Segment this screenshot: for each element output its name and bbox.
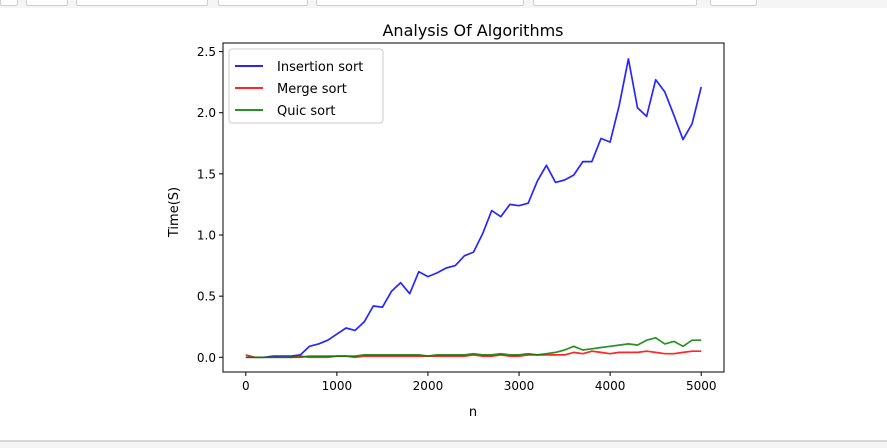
toolbar-button[interactable] <box>26 0 68 6</box>
toolbar-button[interactable] <box>710 0 757 6</box>
legend-label: Quic sort <box>277 104 336 119</box>
x-tick-label: 0 <box>242 379 250 393</box>
legend-box <box>228 48 384 124</box>
y-tick-label: 0.0 <box>197 351 216 365</box>
toolbar-button[interactable] <box>0 0 18 6</box>
legend-label: Insertion sort <box>277 60 363 75</box>
toolbar-button-group[interactable] <box>76 0 208 6</box>
toolbar-select[interactable] <box>533 0 697 6</box>
series-line-merge-sort <box>245 350 702 359</box>
axis-ticks: 0 1000 2000 3000 4000 5000 0.0 0.5 1.0 1.5 2.0 2.5 <box>197 45 717 393</box>
x-tick-label: 3000 <box>504 379 535 393</box>
output-bottom-border <box>0 440 887 442</box>
notebook-output-area: Analysis Of Algorithms n Time(S) 0 1000 20… <box>0 8 887 440</box>
toolbar-button-group[interactable] <box>316 0 524 6</box>
y-tick-label: 2.0 <box>197 106 216 120</box>
legend-label: Merge sort <box>277 82 347 97</box>
y-tick-label: 2.5 <box>197 45 216 59</box>
x-tick-label: 5000 <box>686 379 717 393</box>
series-line-quic-sort <box>245 336 702 359</box>
series-line-insertion-sort <box>245 58 703 359</box>
plot-frame <box>222 42 725 373</box>
toolbar-button-group[interactable] <box>218 0 308 6</box>
series-lines <box>245 58 703 359</box>
y-tick-label: 1.0 <box>197 229 216 243</box>
y-axis-label: Time(S) <box>167 187 182 238</box>
x-axis-label: n <box>469 405 477 420</box>
y-tick-label: 1.5 <box>197 167 216 181</box>
legend: Insertion sort Merge sort Quic sort <box>228 48 384 124</box>
x-tick-label: 4000 <box>595 379 626 393</box>
bottom-strip <box>0 442 887 448</box>
notebook-toolbar-strip <box>0 0 887 8</box>
y-tick-label: 0.5 <box>197 290 216 304</box>
x-tick-label: 2000 <box>413 379 444 393</box>
x-tick-label: 1000 <box>322 379 353 393</box>
chart-title: Analysis Of Algorithms <box>382 21 563 40</box>
line-chart: Analysis Of Algorithms n Time(S) 0 1000 20… <box>167 21 725 420</box>
